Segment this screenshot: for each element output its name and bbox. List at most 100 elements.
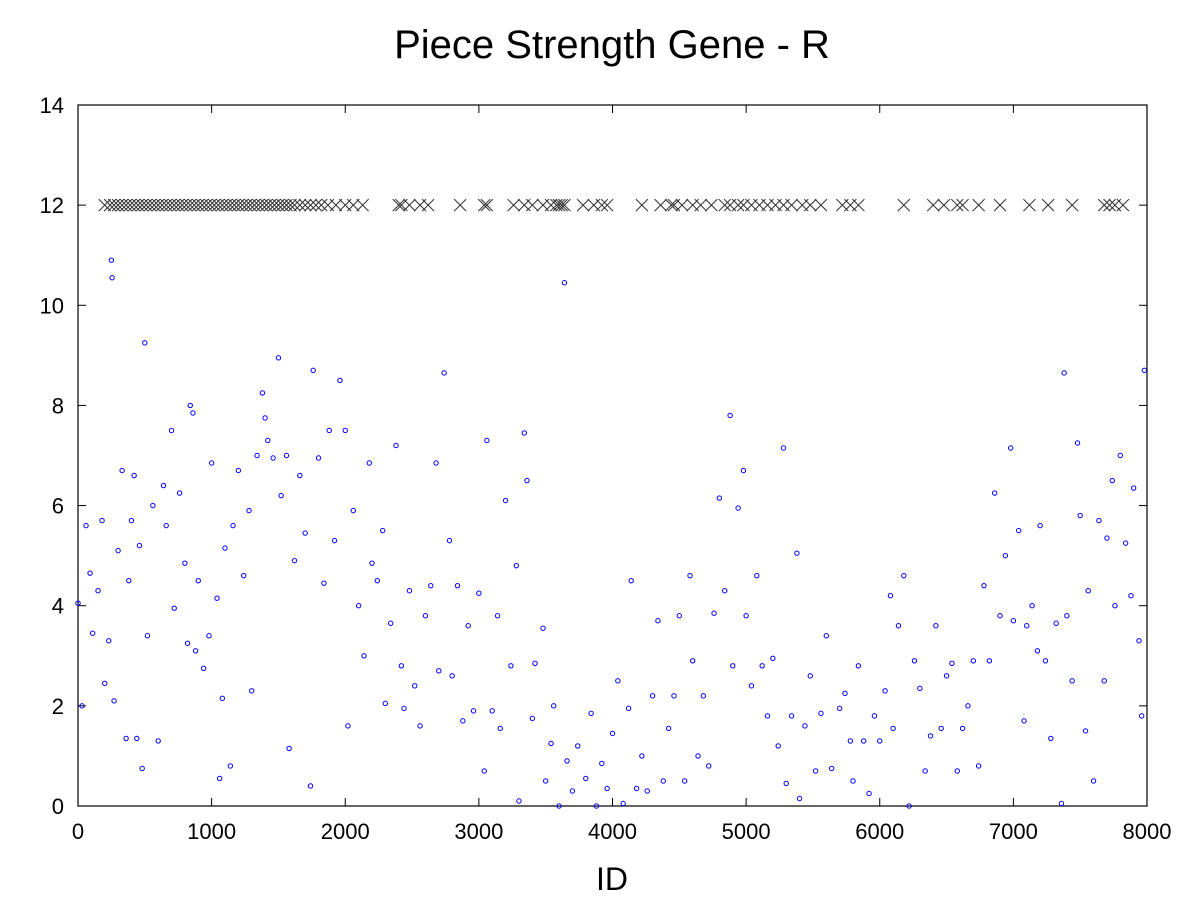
data-point	[176, 490, 183, 496]
data-point	[270, 455, 276, 461]
data-point	[350, 507, 356, 514]
data-point	[150, 502, 156, 509]
data-point	[1122, 540, 1129, 546]
data-point	[481, 768, 487, 774]
data-point	[1138, 713, 1145, 719]
data-point	[529, 715, 536, 722]
data-point	[345, 723, 351, 729]
data-point	[102, 680, 108, 687]
data-point-x	[304, 198, 317, 212]
data-point	[986, 658, 993, 664]
data-point	[748, 683, 755, 689]
data-point	[361, 653, 367, 659]
data-point	[355, 603, 362, 609]
data-point	[716, 495, 723, 501]
data-point	[436, 668, 442, 674]
x-tick-label: 3000	[454, 819, 503, 844]
data-point	[871, 713, 878, 719]
data-point	[981, 582, 987, 589]
data-point-x	[356, 198, 369, 212]
data-point	[770, 655, 776, 661]
data-point	[286, 745, 292, 752]
data-point	[836, 705, 843, 712]
data-point	[142, 340, 148, 346]
data-point	[171, 605, 177, 611]
data-point	[331, 537, 338, 544]
data-point	[134, 735, 140, 742]
data-point	[168, 427, 175, 434]
data-point	[1136, 638, 1142, 644]
data-point	[917, 685, 923, 692]
data-point	[222, 545, 228, 551]
data-point	[115, 547, 121, 554]
data-point	[764, 713, 771, 719]
data-point	[428, 582, 434, 589]
data-point-x	[1103, 198, 1116, 212]
data-point	[970, 658, 976, 664]
data-point-x	[309, 198, 323, 212]
axis-ticks: 0 1000 2000 3000 4000 5000 6000 7000 8000 0 2 4 6 8 10…	[40, 93, 1172, 844]
data-point	[823, 633, 829, 639]
data-point	[246, 507, 252, 514]
data-point	[954, 768, 960, 774]
data-point	[722, 587, 728, 594]
data-point	[83, 522, 89, 529]
data-point	[119, 467, 125, 474]
data-point-x	[314, 198, 328, 212]
data-point	[393, 442, 399, 449]
data-point	[516, 798, 522, 804]
data-point	[508, 663, 514, 669]
data-point-x	[718, 198, 732, 212]
data-point-x	[956, 198, 969, 212]
data-point	[887, 593, 894, 599]
data-point	[997, 613, 1003, 619]
data-point	[382, 700, 389, 707]
data-point	[513, 562, 519, 569]
data-point	[321, 580, 327, 586]
data-point	[847, 738, 854, 744]
data-point	[144, 633, 151, 639]
data-point	[542, 778, 549, 784]
data-point	[446, 537, 453, 544]
data-point-x	[525, 198, 539, 212]
data-point-x	[477, 198, 491, 212]
data-point-x	[600, 198, 614, 212]
data-point-x	[403, 198, 416, 212]
x-tick-label: 8000	[1123, 819, 1172, 844]
y-tick-label: 8	[52, 393, 64, 418]
data-point	[278, 492, 284, 499]
data-point	[1010, 618, 1017, 624]
data-point-x	[555, 198, 569, 212]
data-point	[95, 587, 101, 594]
data-point	[780, 445, 787, 451]
data-point	[895, 623, 902, 629]
data-point	[1082, 728, 1089, 734]
data-point	[108, 257, 115, 263]
y-tick-label: 12	[40, 193, 64, 218]
data-point	[1104, 535, 1110, 541]
data-point	[1016, 527, 1022, 534]
data-point	[727, 412, 733, 419]
data-point	[379, 527, 386, 534]
data-point	[812, 768, 819, 774]
data-point	[540, 625, 546, 631]
data-point-x	[558, 198, 571, 212]
data-point	[412, 683, 418, 689]
y-tick-label: 2	[52, 694, 64, 719]
x-tick-label: 2000	[321, 819, 370, 844]
data-point	[877, 738, 883, 744]
data-point	[1061, 370, 1067, 376]
data-point-x	[421, 198, 435, 212]
data-point	[417, 723, 423, 729]
data-point	[1058, 800, 1065, 807]
data-point	[625, 705, 632, 712]
data-point	[922, 768, 928, 774]
data-point	[524, 477, 530, 484]
x-tick-label: 5000	[722, 819, 771, 844]
data-point	[700, 693, 707, 699]
data-point	[687, 572, 693, 579]
data-point	[615, 678, 621, 684]
data-point	[759, 663, 765, 669]
data-point	[182, 560, 188, 566]
data-point	[470, 708, 477, 714]
